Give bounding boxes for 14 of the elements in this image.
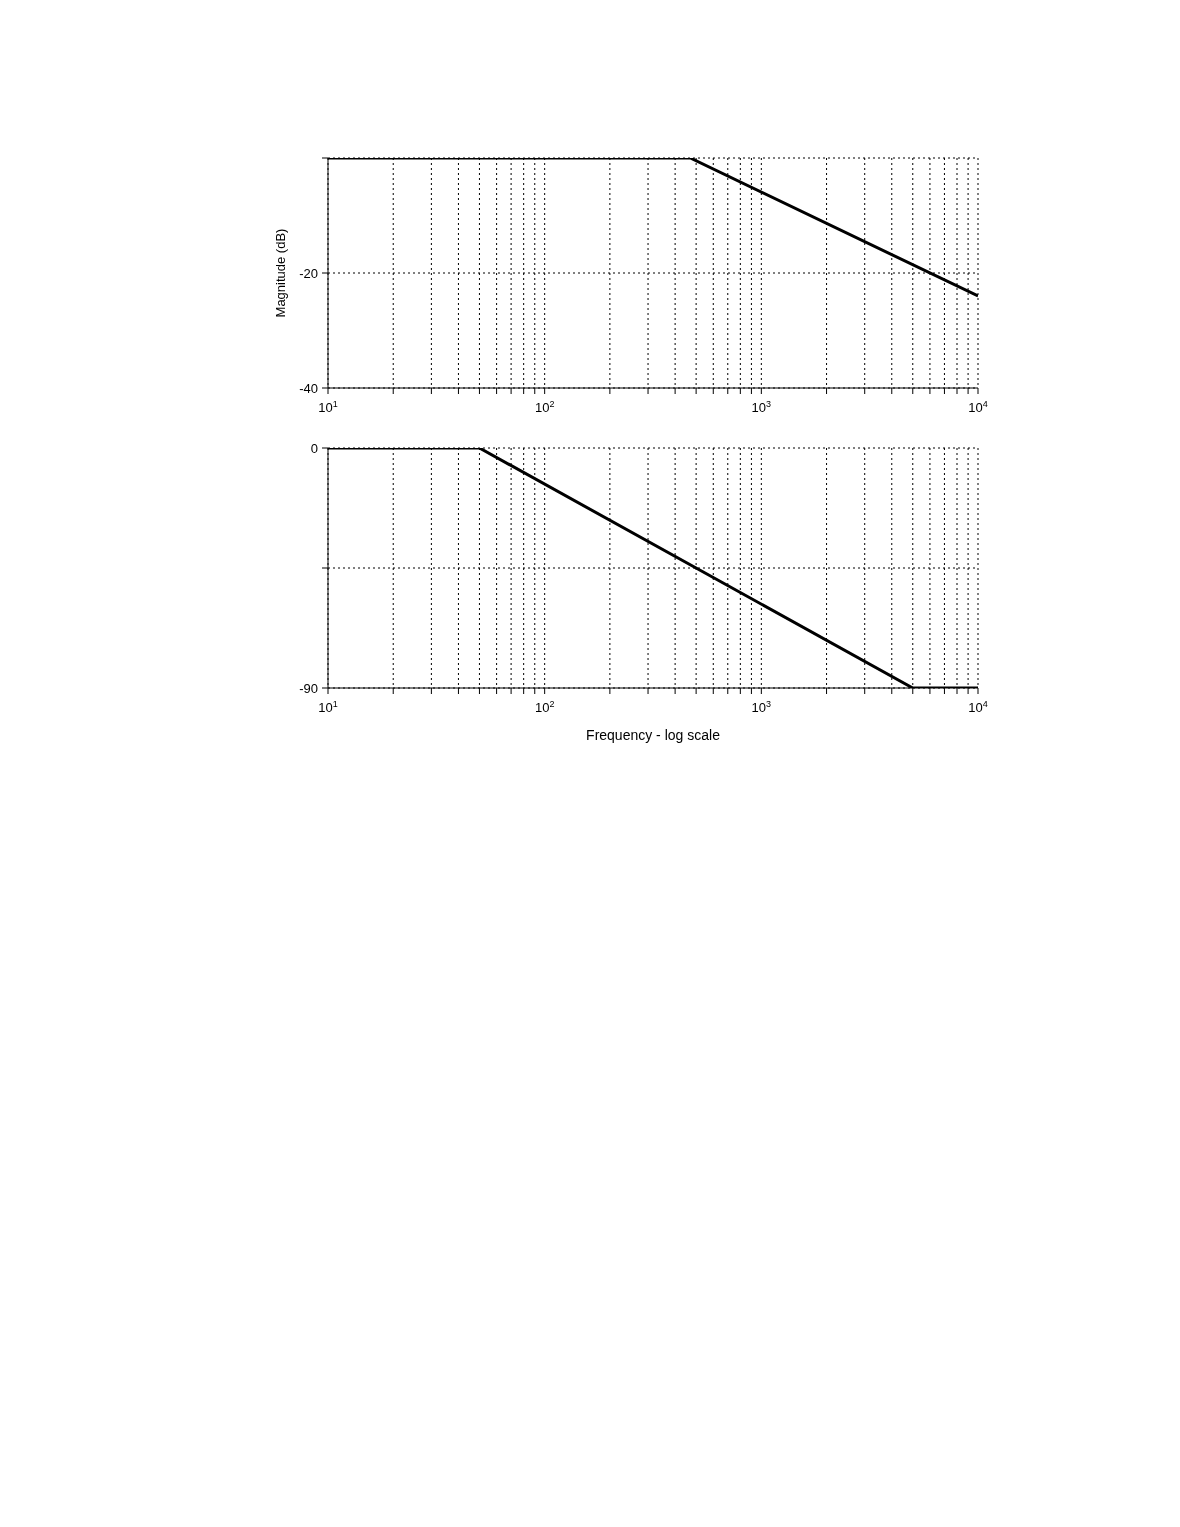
x-tick-label: 10$^{4}$ xyxy=(968,399,988,415)
x-tick-label: 10$^{3}$ xyxy=(751,699,772,715)
x-tick-label: 10$^{2}$ xyxy=(534,399,555,415)
x-tick-label: 10$^{4}$ xyxy=(968,699,988,715)
x-tick-label: 10$^{1}$ xyxy=(318,699,338,715)
y-tick-label: -20 xyxy=(299,266,318,281)
x-tick-label: 10$^{1}$ xyxy=(318,399,338,415)
x-tick-label: 10$^{2}$ xyxy=(534,699,555,715)
y-axis-title: Magnitude (dB) xyxy=(272,228,288,318)
y-tick-label: 0 xyxy=(310,441,318,456)
x-axis-title: Frequency - log scale xyxy=(586,727,721,743)
x-tick-label: 10$^{3}$ xyxy=(751,399,772,415)
y-tick-label: -40 xyxy=(299,381,318,396)
y-tick-label: -90 xyxy=(299,681,318,696)
